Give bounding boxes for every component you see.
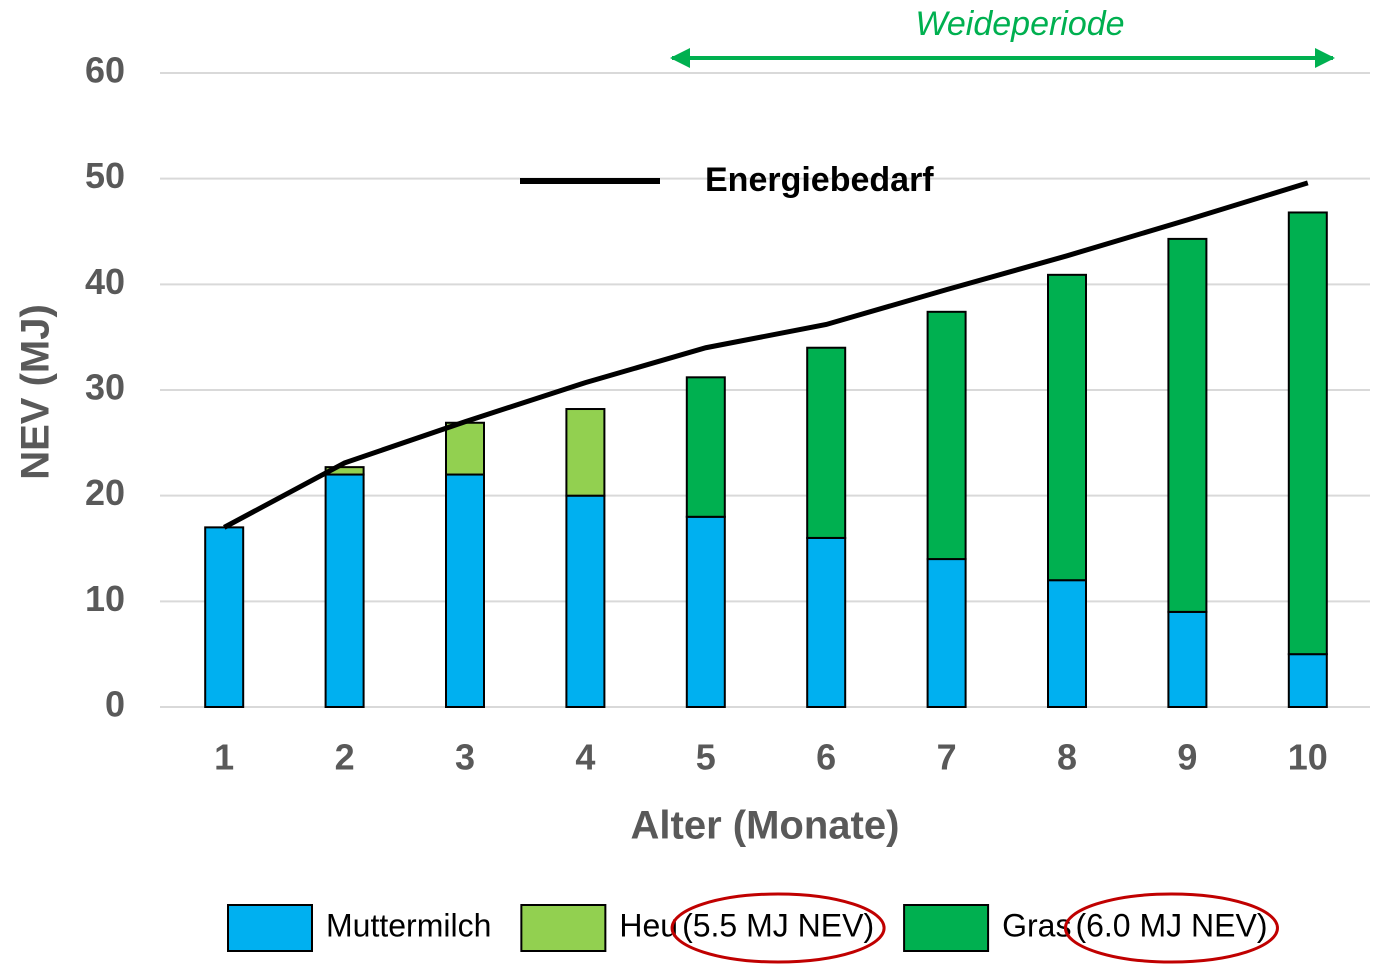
legend-note: (5.5 MJ NEV) (682, 907, 874, 943)
bar-segment (926, 558, 967, 708)
bar-segment (806, 536, 847, 709)
x-tick-label: 8 (1057, 737, 1077, 778)
line-legend-label: Energiebedarf (705, 161, 934, 199)
bar-segment (565, 408, 606, 497)
bar-segment (806, 346, 847, 539)
x-tick-label: 10 (1288, 737, 1328, 778)
bar-segment (445, 473, 485, 708)
legend-label: Heu (619, 907, 678, 943)
y-tick-label: 50 (85, 155, 125, 196)
note-circle (1063, 892, 1279, 964)
x-axis-title: Alter (Monate) (631, 804, 900, 848)
y-tick-label: 10 (85, 578, 125, 619)
x-tick-label: 7 (937, 737, 957, 778)
y-tick-label: 20 (85, 472, 125, 513)
legend-label: Muttermilch (326, 907, 491, 943)
bar-segment (1167, 237, 1208, 613)
legend-swatch (903, 904, 990, 952)
bar-segment (926, 310, 967, 561)
note-circle (670, 892, 886, 964)
x-tick-label: 4 (575, 737, 595, 778)
y-tick-label: 30 (85, 367, 125, 408)
bar-segment (324, 473, 365, 708)
bar-segment (685, 376, 726, 518)
x-tick-label: 3 (455, 737, 475, 778)
bar-segment (1047, 579, 1087, 709)
annotation: Weideperiode (915, 5, 1124, 43)
bar-segment (1167, 610, 1208, 709)
x-tick-label: 1 (214, 737, 234, 778)
bar-segment (204, 526, 245, 708)
y-tick-label: 60 (85, 50, 125, 91)
line (223, 180, 1309, 530)
legend-swatch (520, 904, 607, 952)
y-tick-label: 0 (105, 684, 125, 725)
y-axis-title: NEV (MJ) (14, 304, 58, 480)
bar-segment (685, 515, 726, 708)
x-tick-label: 6 (816, 737, 836, 778)
bar-segment (1047, 273, 1087, 582)
bar-segment (1287, 653, 1328, 709)
bar-segment (1287, 211, 1328, 656)
x-tick-label: 2 (335, 737, 355, 778)
y-tick-label: 40 (85, 261, 125, 302)
legend-swatch (227, 904, 313, 952)
bar-segment (565, 494, 606, 708)
x-tick-label: 5 (696, 737, 716, 778)
bar-segment (445, 421, 485, 476)
x-tick-label: 9 (1177, 737, 1197, 778)
legend-label: Gras (1002, 907, 1071, 943)
legend-note: (6.0 MJ NEV) (1075, 907, 1267, 943)
